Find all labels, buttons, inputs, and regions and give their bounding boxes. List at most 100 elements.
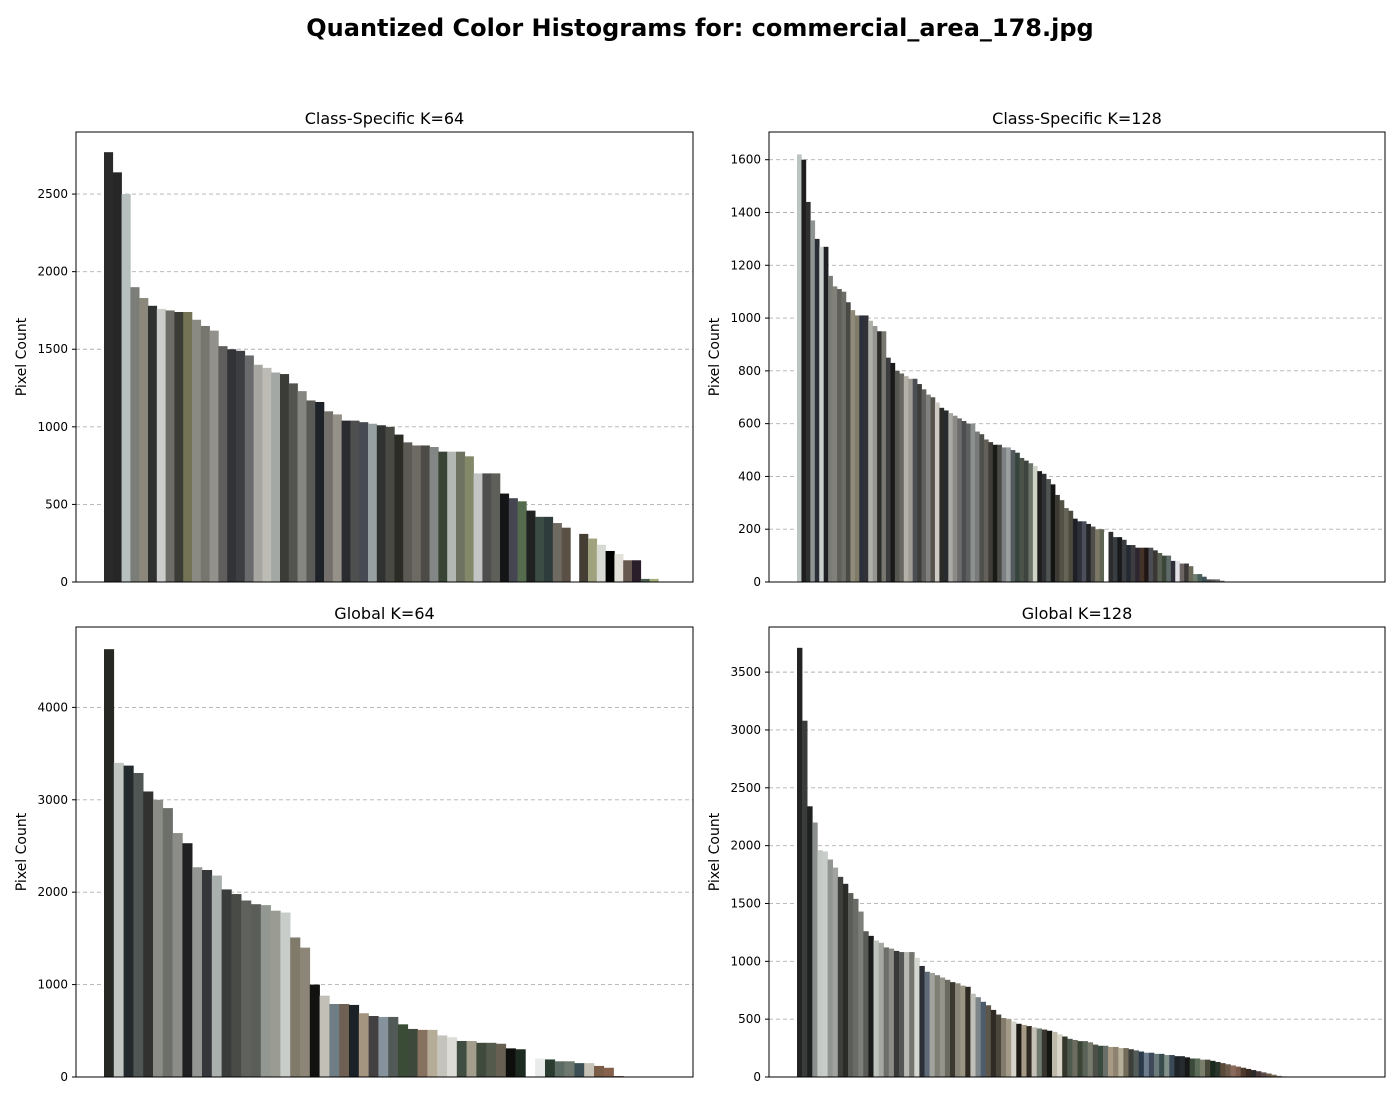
bar [1271, 1074, 1277, 1077]
y-tick-label: 600 [738, 417, 761, 431]
bar [832, 867, 839, 1077]
bar [1077, 521, 1083, 582]
bar [526, 510, 536, 582]
y-tick-label: 2500 [37, 187, 68, 201]
bar [1184, 1057, 1190, 1077]
bar [1143, 1052, 1150, 1077]
bar [881, 331, 887, 582]
bar [903, 376, 909, 582]
bar [156, 308, 166, 582]
bar [1118, 1048, 1124, 1077]
bar [456, 1040, 467, 1077]
bar [1015, 452, 1020, 582]
bar [1210, 1060, 1216, 1077]
bar [244, 355, 254, 582]
bar [1112, 537, 1118, 582]
bar [113, 762, 124, 1077]
bar [886, 357, 891, 582]
y-axis-label: Pixel Count [14, 317, 30, 396]
bar [350, 420, 360, 582]
bar [1138, 1051, 1145, 1077]
bar [890, 362, 896, 582]
bar [588, 538, 598, 582]
bar [1050, 484, 1056, 582]
bar [980, 1001, 986, 1077]
bar [1019, 457, 1025, 582]
bar [850, 310, 856, 582]
bar [805, 201, 811, 582]
bar [957, 418, 962, 582]
bar [1059, 500, 1065, 582]
bar [814, 238, 820, 583]
bar [148, 305, 158, 582]
subplot-class-specific-k64: Class-Specific K=64 Pixel Count 0 500 1000 15… [0, 100, 700, 600]
bar [211, 875, 222, 1077]
bar [995, 1014, 1002, 1077]
bar [438, 451, 448, 582]
bar [985, 1005, 992, 1077]
bar [960, 985, 966, 1077]
bar [832, 286, 838, 582]
y-tick-label: 200 [738, 522, 761, 536]
bar [262, 367, 272, 582]
bar [270, 910, 281, 1077]
bar [858, 911, 864, 1077]
bar [241, 900, 252, 1077]
bar [112, 172, 122, 582]
bar [1197, 574, 1203, 582]
bar [1159, 1053, 1165, 1077]
bar [1220, 1063, 1226, 1077]
bar [574, 1063, 585, 1077]
bar [123, 765, 134, 1077]
bar [1087, 1042, 1094, 1077]
bar [614, 554, 624, 582]
bar [924, 971, 930, 1077]
bar [1235, 1066, 1241, 1077]
bar [948, 413, 954, 582]
bar [447, 451, 457, 582]
bar [491, 473, 501, 582]
bar [943, 410, 949, 582]
y-tick-label: 1500 [37, 342, 68, 356]
bar [300, 947, 311, 1077]
bar [939, 407, 945, 582]
bar [236, 350, 246, 582]
bar [853, 898, 859, 1077]
bar [1194, 1058, 1201, 1077]
bar [623, 560, 633, 582]
y-tick-label: 2000 [730, 839, 761, 853]
bar [358, 1013, 369, 1077]
y-tick-label: 1000 [730, 311, 761, 325]
plot-frame [75, 131, 694, 583]
bar [1081, 521, 1087, 582]
bar [172, 833, 183, 1077]
bar [1189, 1058, 1196, 1077]
chart-svg: Class-Specific K=128 Pixel Count 0 200 400 60… [707, 109, 1386, 589]
bar [649, 578, 659, 582]
bar [297, 391, 307, 582]
y-tick-label: 3000 [37, 793, 68, 807]
bar [1117, 537, 1123, 582]
bar [1154, 1053, 1160, 1077]
bar [640, 578, 650, 582]
bar [1057, 1034, 1063, 1077]
bar [961, 421, 967, 582]
bar [859, 315, 865, 582]
bar [828, 275, 833, 582]
bar [464, 456, 474, 582]
bar [1144, 547, 1149, 582]
bar [251, 904, 262, 1077]
bar [1062, 1036, 1068, 1077]
bar [1086, 523, 1091, 582]
bar [877, 331, 882, 582]
bar [1046, 479, 1051, 582]
bar [1028, 463, 1034, 582]
bar [221, 889, 232, 1077]
bar [1133, 1050, 1139, 1077]
bar [988, 442, 994, 582]
bar [975, 431, 980, 582]
y-tick-label: 3000 [730, 723, 761, 737]
y-tick-label: 800 [738, 364, 761, 378]
bar [505, 1048, 516, 1077]
bar [1126, 545, 1132, 582]
